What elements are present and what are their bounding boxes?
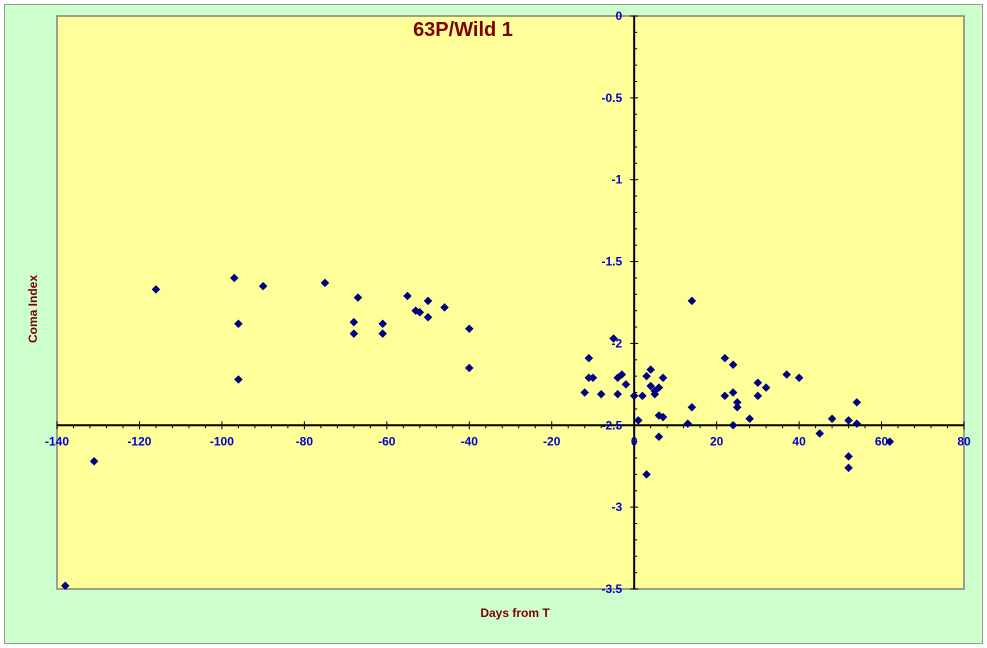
y-tick-label: -0.5	[601, 91, 622, 105]
data-point	[642, 371, 651, 381]
data-point	[852, 419, 862, 429]
data-point	[60, 581, 70, 591]
data-point	[464, 324, 474, 334]
x-tick-label: 20	[710, 434, 724, 448]
data-point	[728, 420, 738, 430]
data-point	[580, 388, 590, 397]
y-tick-label: -1	[612, 173, 623, 187]
data-point	[349, 317, 359, 327]
data-point	[815, 429, 825, 438]
data-point	[658, 373, 668, 383]
data-point	[794, 373, 804, 383]
data-point	[654, 383, 664, 392]
data-point	[258, 281, 268, 291]
data-point	[654, 432, 664, 442]
y-tick-label: 0	[615, 9, 622, 23]
data-point	[844, 463, 853, 473]
x-tick-label: -140	[45, 434, 69, 448]
x-tick-label: -60	[378, 434, 396, 448]
plot-area	[56, 15, 965, 590]
data-point	[89, 456, 99, 466]
data-point	[621, 380, 631, 389]
y-axis-title: Coma Index	[26, 275, 40, 343]
data-point	[633, 416, 643, 425]
data-point	[753, 391, 763, 401]
y-tick-label: -3.5	[601, 582, 622, 596]
x-tick-label: -100	[210, 434, 234, 448]
x-tick-label: 80	[957, 434, 971, 448]
axes	[57, 16, 964, 589]
data-point	[745, 414, 754, 424]
data-point	[683, 419, 693, 429]
data-point	[885, 437, 895, 447]
data-point	[596, 389, 606, 399]
x-tick-label: -80	[296, 434, 314, 448]
data-point	[720, 353, 730, 363]
data-point	[588, 373, 598, 383]
data-point	[151, 285, 161, 294]
data-point	[728, 388, 738, 397]
x-tick-label: -20	[543, 434, 561, 448]
data-point	[687, 402, 697, 412]
data-point	[353, 293, 363, 302]
data-point	[440, 303, 449, 312]
y-tick-label: -2	[612, 336, 623, 350]
data-point	[646, 365, 656, 374]
data-point	[378, 319, 388, 329]
tick-labels: -140 -120 -100 -80 -60 -40 -20 0 20 40 60 80 0 -0.5 -1…	[45, 9, 971, 596]
data-point	[646, 381, 656, 391]
data-point	[234, 319, 243, 329]
data-point	[728, 360, 738, 370]
data-point	[403, 291, 412, 301]
data-point	[234, 375, 243, 384]
data-point	[827, 414, 837, 424]
data-point	[658, 412, 668, 422]
data-point	[687, 296, 697, 306]
data-point	[464, 363, 474, 373]
data-point	[378, 329, 388, 338]
data-point	[761, 383, 771, 392]
data-point	[349, 329, 359, 338]
data-point	[423, 296, 433, 306]
x-tick-label: 40	[792, 434, 806, 448]
data-point	[609, 334, 618, 343]
data-point	[642, 470, 651, 479]
data-point	[720, 391, 730, 401]
x-tick-label: 0	[631, 434, 638, 448]
data-point	[753, 378, 763, 388]
y-tick-label: -2.5	[601, 418, 622, 432]
data-point	[844, 452, 853, 461]
data-point	[782, 370, 792, 379]
chart-title: 63P/Wild 1	[413, 19, 513, 41]
x-tick-label: -40	[461, 434, 479, 448]
data-point	[584, 353, 594, 363]
data-point	[613, 389, 623, 399]
y-tick-label: -3	[612, 500, 623, 514]
data-point	[229, 273, 239, 283]
data-point	[320, 278, 330, 288]
data-point	[629, 391, 639, 401]
tick-marks	[56, 15, 965, 590]
data-point	[650, 389, 660, 399]
data-point	[852, 398, 862, 407]
x-tick-label: 60	[875, 434, 889, 448]
x-tick-label: -120	[127, 434, 151, 448]
data-point	[732, 402, 742, 412]
data-point	[423, 312, 433, 322]
y-tick-label: -1.5	[601, 255, 622, 269]
data-point	[617, 370, 627, 379]
data-point	[844, 416, 853, 425]
x-axis-title: Days from T	[480, 606, 550, 620]
data-points	[60, 273, 895, 591]
data-point	[415, 307, 425, 317]
data-point	[638, 391, 647, 401]
